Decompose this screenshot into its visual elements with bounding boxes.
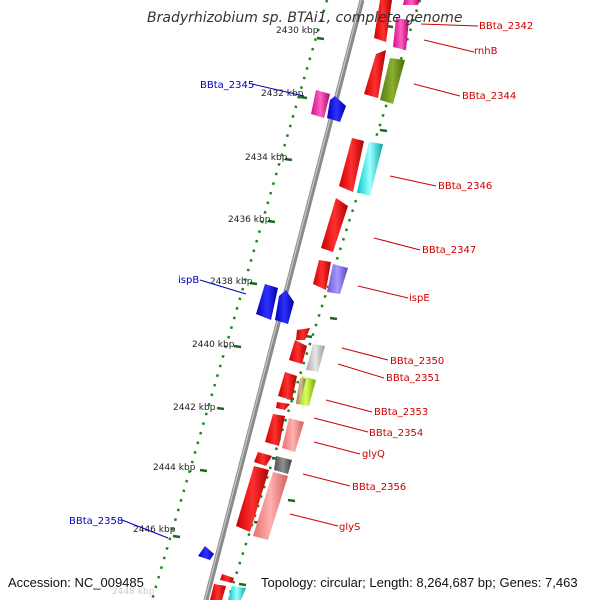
callout-lines-left	[121, 83, 305, 539]
kbp-label: 2438 kbp	[210, 277, 253, 287]
label-bbta-2353[interactable]: BBta_2353	[374, 407, 428, 418]
kbp-label: 2440 kbp	[192, 340, 235, 350]
gene-ispe[interactable]	[327, 264, 348, 294]
gene-glyq[interactable]	[282, 418, 304, 452]
label-bbta-2347[interactable]: BBta_2347	[422, 245, 476, 256]
kbp-label: 2432 kbp	[261, 89, 304, 99]
accession-text: Accession: NC_009485	[8, 575, 144, 590]
kbp-label: 2434 kbp	[245, 153, 288, 163]
gene-bbta-2345[interactable]	[327, 96, 346, 122]
kbp-label: 2446 kbp	[133, 525, 176, 535]
gene-bbta-2354[interactable]	[265, 414, 285, 446]
gene-bbta-2350[interactable]	[289, 340, 307, 364]
gene-bbta-2356-a[interactable]	[254, 452, 272, 466]
gene-ispb[interactable]	[275, 290, 294, 324]
map-title: Bradyrhizobium sp. BTAi1, complete genom…	[147, 10, 463, 26]
label-bbta-2342[interactable]: BBta_2342	[479, 21, 533, 32]
gene-bbta-2345-mag[interactable]	[311, 90, 330, 118]
gene-glys[interactable]	[253, 472, 288, 540]
gene-bbta-2344[interactable]	[380, 58, 405, 104]
gene-bottom-a[interactable]	[220, 574, 234, 583]
label-bbta-2345[interactable]: BBta_2345	[200, 80, 254, 91]
gene-bbta-2358[interactable]	[198, 546, 214, 560]
gene-bbta-2353-a[interactable]	[278, 372, 297, 400]
label-rnhb[interactable]: rnhB	[474, 46, 498, 57]
gene-bottom-c[interactable]	[228, 586, 246, 600]
gene-ispe-a[interactable]	[313, 260, 331, 290]
kbp-label: 2430 kbp	[276, 26, 319, 36]
label-bbta-2354[interactable]: BBta_2354	[369, 428, 423, 439]
label-bbta-2344[interactable]: BBta_2344	[462, 91, 516, 102]
kbp-label: 2442 kbp	[173, 403, 216, 413]
label-bbta-2350[interactable]: BBta_2350	[390, 356, 444, 367]
label-glyq[interactable]: glyQ	[362, 449, 385, 460]
gene-features-reverse	[198, 90, 346, 560]
gene-ispb-a[interactable]	[256, 284, 278, 320]
kbp-label: 2444 kbp	[153, 463, 196, 473]
gene-bbta-2346[interactable]	[357, 142, 383, 196]
gene-glys-a[interactable]	[236, 466, 269, 532]
gene-bbta-2353-b[interactable]	[296, 378, 306, 404]
label-glys[interactable]: glyS	[339, 522, 360, 533]
label-ispe[interactable]: ispE	[409, 293, 430, 304]
gene-bottom-b[interactable]	[210, 584, 226, 600]
label-ispb[interactable]: ispB	[178, 275, 199, 286]
gene-bbta-2350-a[interactable]	[296, 328, 310, 340]
gene-bbta-2347[interactable]	[321, 198, 348, 252]
topology-text: Topology: circular; Length: 8,264,687 bp…	[261, 575, 578, 590]
gene-bbta-2351[interactable]	[306, 344, 325, 372]
label-bbta-2351[interactable]: BBta_2351	[386, 373, 440, 384]
label-bbta-2346[interactable]: BBta_2346	[438, 181, 492, 192]
label-bbta-2358[interactable]: BBta_2358	[69, 516, 123, 527]
scale-dotted-line-left	[150, 0, 329, 600]
gene-features-forward	[210, 0, 420, 600]
gene-bbta-2356[interactable]	[274, 456, 292, 474]
gene-bbta-2342[interactable]	[403, 0, 420, 5]
gene-bbta-2344-a[interactable]	[364, 50, 386, 98]
gene-bbta-2354-a[interactable]	[276, 402, 290, 410]
gene-bbta-2342-left[interactable]	[374, 0, 392, 42]
callout-lines-right	[289, 23, 479, 527]
kbp-label: 2436 kbp	[228, 215, 271, 225]
gene-rnhb[interactable]	[393, 18, 409, 50]
kbp-label: 2448 kbp	[112, 587, 155, 597]
gene-bbta-2346-a[interactable]	[339, 138, 364, 192]
label-bbta-2356[interactable]: BBta_2356	[352, 482, 406, 493]
